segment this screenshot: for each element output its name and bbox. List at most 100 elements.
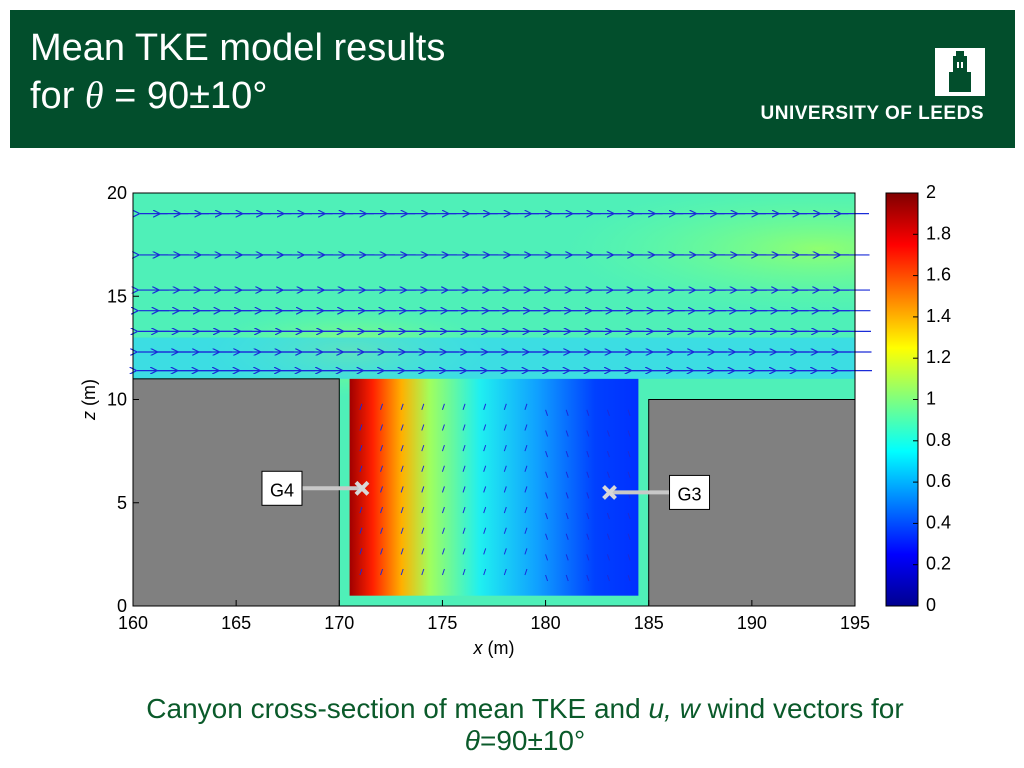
wind-vector [421, 568, 425, 576]
wind-vector [524, 424, 528, 431]
wind-vector [565, 533, 569, 540]
wind-vector [400, 548, 404, 555]
x-tick-label: 190 [737, 613, 767, 633]
wind-vector [462, 465, 466, 472]
wind-vector [565, 512, 569, 520]
wind-vector [400, 465, 404, 472]
x-tick-label: 180 [531, 613, 561, 633]
colorbar-tick-label: 1 [926, 389, 936, 409]
wind-vector [441, 568, 445, 576]
wind-vector [400, 506, 404, 514]
wind-vector [483, 527, 487, 534]
wind-vector [545, 574, 549, 582]
wind-vector [380, 465, 384, 472]
wind-vector [483, 444, 487, 452]
colorbar-tick-label: 1.8 [926, 223, 951, 243]
x-tick-label: 170 [324, 613, 354, 633]
gauge-marker [354, 480, 370, 496]
wind-vector [606, 471, 610, 478]
wind-vector [503, 403, 507, 410]
wind-vector [627, 574, 631, 582]
wind-vector [545, 471, 549, 478]
gauge-label-box [669, 474, 711, 510]
x-tick-label: 165 [221, 613, 251, 633]
wind-vector [462, 568, 466, 576]
gauge-label: G4 [270, 480, 294, 500]
wind-vector [359, 568, 363, 576]
wind-vector [503, 424, 507, 431]
wind-vector [400, 444, 404, 452]
wind-vector [421, 527, 425, 534]
wind-vector [359, 506, 363, 514]
wind-vector [441, 444, 445, 452]
wind-vector [524, 548, 528, 555]
title-line-1: Mean TKE model results [30, 27, 446, 69]
wind-vector [606, 554, 610, 561]
wind-vector [565, 471, 569, 478]
x-tick-label: 195 [840, 613, 870, 633]
wind-vector [503, 465, 507, 472]
colorbar-tick-label: 0 [926, 595, 936, 615]
wind-vector [441, 424, 445, 431]
wind-vector [565, 450, 569, 458]
colorbar-tick-label: 0.2 [926, 554, 951, 574]
wind-vector [627, 554, 631, 561]
wind-vector [545, 512, 549, 520]
wind-vector [524, 403, 528, 410]
y-tick-label: 5 [117, 493, 127, 513]
wind-vector [586, 554, 590, 561]
colorbar [885, 192, 919, 607]
wind-vector [524, 568, 528, 576]
wind-vector [462, 403, 466, 410]
wind-vector [545, 554, 549, 561]
wind-vector [627, 471, 631, 478]
y-tick-label: 10 [107, 390, 127, 410]
wind-vector [359, 424, 363, 431]
wind-vector [503, 506, 507, 514]
wind-vector [565, 574, 569, 582]
wind-vector [483, 486, 487, 493]
wind-vector [462, 486, 466, 493]
wind-vector [441, 506, 445, 514]
slide-title: Mean TKE model results for θ = 90±10° [30, 24, 445, 120]
wind-vector [359, 465, 363, 472]
wind-vector [359, 403, 363, 410]
wind-vector [503, 444, 507, 452]
wind-vector [483, 506, 487, 514]
x-axis-label: x (m) [473, 638, 515, 658]
y-tick-label: 0 [117, 596, 127, 616]
wind-vector [421, 444, 425, 452]
wind-vector [545, 533, 549, 540]
wind-vector [503, 486, 507, 493]
wind-vector [380, 527, 384, 534]
colorbar-tick-label: 2 [926, 182, 936, 202]
wind-vector [421, 548, 425, 555]
wind-vector [483, 548, 487, 555]
colorbar-tick-label: 1.2 [926, 347, 951, 367]
wind-vector [400, 568, 404, 576]
wind-vector [359, 527, 363, 534]
wind-vector [545, 409, 549, 416]
wind-vector [586, 409, 590, 416]
wind-vector [524, 527, 528, 534]
wind-vector [441, 465, 445, 472]
gauge-label-box [261, 470, 303, 506]
wind-vector [421, 486, 425, 493]
colorbar-tick-label: 0.6 [926, 471, 951, 491]
wind-vector [545, 450, 549, 458]
building-1 [132, 378, 340, 607]
wind-vector [627, 450, 631, 458]
wind-vector [441, 548, 445, 555]
wind-vector [380, 403, 384, 410]
wind-vector [606, 450, 610, 458]
wind-vector [441, 527, 445, 534]
wind-vector [483, 424, 487, 431]
tke-field-shear-layer [133, 337, 855, 379]
wind-vector [503, 548, 507, 555]
wind-vector [441, 403, 445, 410]
gauge-label: G3 [678, 484, 702, 504]
wind-vector [627, 512, 631, 520]
wind-vector [524, 465, 528, 472]
wind-vector [627, 430, 631, 437]
